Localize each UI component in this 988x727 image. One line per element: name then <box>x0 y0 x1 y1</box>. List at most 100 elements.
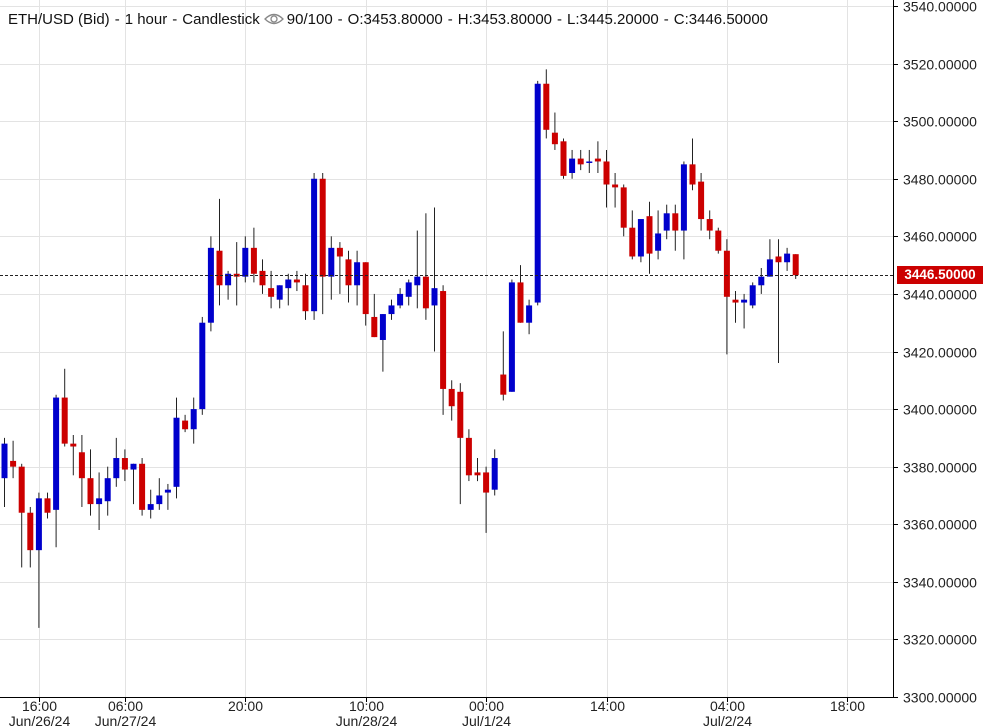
candle-down[interactable] <box>319 172 326 315</box>
candle-up[interactable] <box>569 149 576 179</box>
candle-down[interactable] <box>61 368 68 447</box>
candle-up[interactable] <box>225 270 232 300</box>
candle-down[interactable] <box>646 201 653 274</box>
candle-up[interactable] <box>190 397 197 444</box>
candle-up[interactable] <box>147 489 154 519</box>
candle-down[interactable] <box>775 239 782 364</box>
eye-icon[interactable] <box>263 12 284 26</box>
candle-up[interactable] <box>276 285 283 309</box>
candle-down[interactable] <box>216 198 223 306</box>
candle-up[interactable] <box>53 394 60 548</box>
candle-up[interactable] <box>405 279 412 306</box>
candle-up[interactable] <box>113 437 120 487</box>
candle-down[interactable] <box>620 184 627 237</box>
candle-down[interactable] <box>698 172 705 231</box>
candle-up[interactable] <box>526 299 533 335</box>
candle-down[interactable] <box>362 262 369 326</box>
candle-down[interactable] <box>448 380 455 421</box>
candle-down[interactable] <box>792 254 799 279</box>
candle-down[interactable] <box>440 285 447 415</box>
candle-down[interactable] <box>465 429 472 482</box>
candle-down[interactable] <box>182 414 189 433</box>
candle-down[interactable] <box>706 210 713 240</box>
candle-down[interactable] <box>345 250 352 303</box>
candle-down[interactable] <box>689 138 696 191</box>
candle-up[interactable] <box>414 230 421 309</box>
candle-up[interactable] <box>35 492 42 628</box>
candle-down[interactable] <box>121 449 128 482</box>
candle-down[interactable] <box>422 213 429 320</box>
candle-up[interactable] <box>491 449 498 496</box>
candle-up[interactable] <box>397 288 404 309</box>
candle-up[interactable] <box>741 293 748 329</box>
candle-down[interactable] <box>517 265 524 323</box>
candle-up[interactable] <box>680 161 687 260</box>
candle-up[interactable] <box>749 282 756 309</box>
candle-down[interactable] <box>715 227 722 254</box>
candle-up[interactable] <box>784 247 791 271</box>
candle-up[interactable] <box>156 478 163 510</box>
candle-down[interactable] <box>483 466 490 533</box>
candle-down[interactable] <box>139 458 146 516</box>
candle-up[interactable] <box>637 219 644 263</box>
candle-body <box>551 132 558 145</box>
candle-down[interactable] <box>457 383 464 505</box>
candle-down[interactable] <box>612 172 619 208</box>
candle-up[interactable] <box>242 236 249 283</box>
candle-body <box>225 273 232 286</box>
candle-down[interactable] <box>18 463 25 568</box>
candle-up[interactable] <box>164 483 171 510</box>
candle-up[interactable] <box>207 236 214 332</box>
candle-up[interactable] <box>285 273 292 306</box>
x-tick-date: Jun/27/24 <box>95 713 157 727</box>
candle-down[interactable] <box>293 270 300 292</box>
candle-down[interactable] <box>500 331 507 401</box>
candle-up[interactable] <box>663 204 670 240</box>
candle-down[interactable] <box>336 242 343 294</box>
candle-down[interactable] <box>543 69 550 139</box>
candle-up[interactable] <box>104 466 111 516</box>
candle-up[interactable] <box>758 268 765 294</box>
candle-up[interactable] <box>766 239 773 277</box>
candle-up[interactable] <box>655 210 662 260</box>
candle-down[interactable] <box>78 434 85 507</box>
candle-down[interactable] <box>603 149 610 208</box>
candle-down[interactable] <box>732 291 739 323</box>
candle-down[interactable] <box>551 112 558 150</box>
candle-up[interactable] <box>431 207 438 352</box>
candle-down[interactable] <box>250 227 257 283</box>
candle-up[interactable] <box>586 149 593 173</box>
candle-down[interactable] <box>560 138 567 179</box>
candle-up[interactable] <box>328 236 335 300</box>
candle-down[interactable] <box>87 449 94 516</box>
candle-down[interactable] <box>259 259 266 294</box>
candle-down[interactable] <box>577 149 584 171</box>
candle-down[interactable] <box>371 293 378 338</box>
candle-up[interactable] <box>199 316 206 415</box>
candle-up[interactable] <box>96 472 103 531</box>
candle-up[interactable] <box>311 172 318 320</box>
candle-up[interactable] <box>379 314 386 372</box>
candle-up[interactable] <box>173 397 180 499</box>
candle-up[interactable] <box>508 279 515 392</box>
candle-down[interactable] <box>723 239 730 355</box>
candle-down[interactable] <box>10 440 17 479</box>
candle-down[interactable] <box>474 458 481 482</box>
candle-down[interactable] <box>44 492 51 519</box>
candle-down[interactable] <box>233 242 240 306</box>
candle-down[interactable] <box>302 273 309 320</box>
candle-down[interactable] <box>672 204 679 251</box>
candle-body <box>293 279 300 283</box>
candle-down[interactable] <box>70 434 77 476</box>
candle-up[interactable] <box>1 437 8 507</box>
candle-down[interactable] <box>268 270 275 309</box>
candle-up[interactable] <box>534 80 541 306</box>
y-tick-label: 3340.00000 <box>903 575 977 591</box>
candle-down[interactable] <box>594 141 601 173</box>
candle-up[interactable] <box>388 299 395 320</box>
candle-up[interactable] <box>130 463 137 505</box>
candle-down[interactable] <box>27 506 34 568</box>
candle-down[interactable] <box>629 210 636 260</box>
candle-up[interactable] <box>354 250 361 306</box>
